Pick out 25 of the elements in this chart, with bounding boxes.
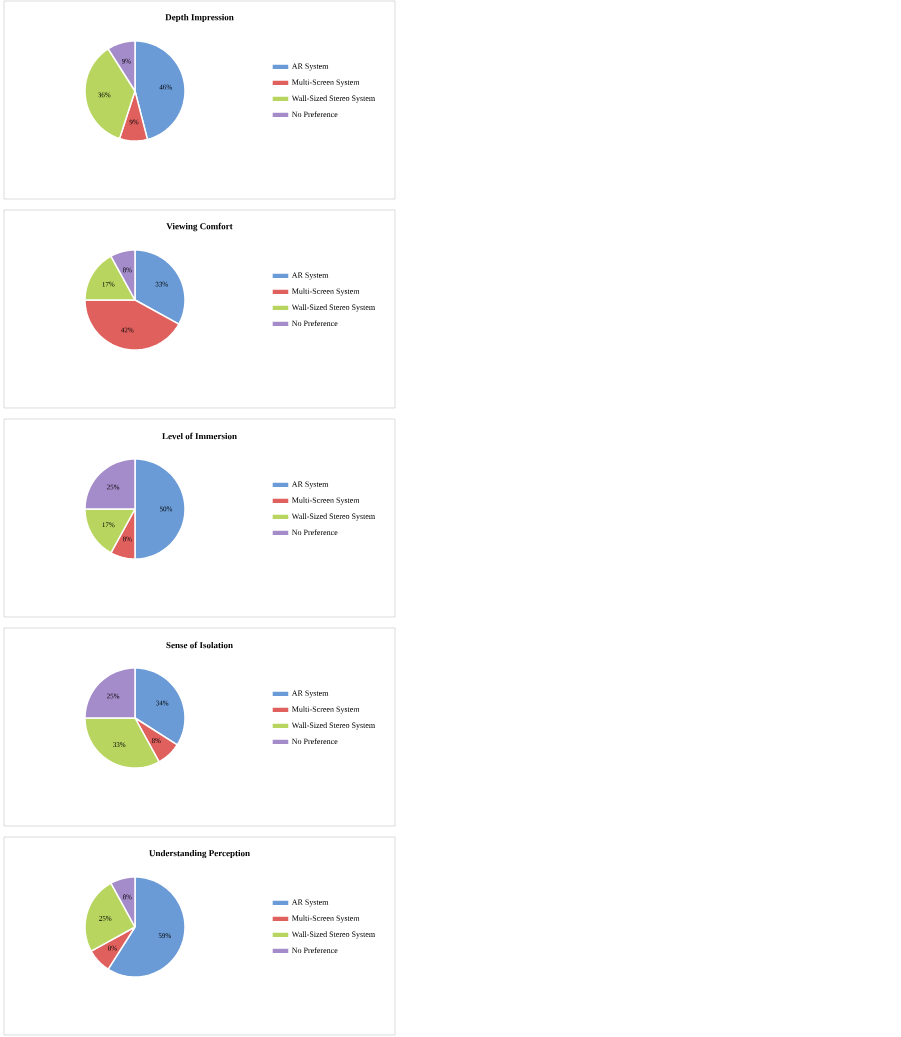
legend-label: Wall-Sized Stereo System (291, 722, 375, 730)
chart-title: Sense of Isolation (166, 641, 233, 649)
chart-title: Viewing Comfort (166, 222, 233, 232)
legend-label: Multi-Screen System (292, 915, 360, 923)
legend-label: AR System (291, 272, 329, 280)
chart-title: Understanding Perception (149, 849, 250, 859)
chart-title: Level of Immersion (162, 432, 237, 440)
legend-label: Multi-Screen System (292, 706, 360, 714)
legend-label: AR System (291, 899, 329, 907)
legend-label: No Preference (292, 738, 338, 745)
legend-label: Multi-Screen System (292, 288, 360, 296)
legend-label: AR System (291, 690, 329, 698)
legend-label: No Preference (292, 111, 338, 118)
chart-title: Depth Impression (165, 13, 234, 23)
legend-label: Wall-Sized Stereo System (291, 95, 375, 103)
legend-label: Multi-Screen System (292, 497, 360, 505)
legend-label: Multi-Screen System (292, 79, 360, 87)
legend-label: No Preference (292, 529, 338, 536)
legend-label: AR System (291, 481, 329, 489)
legend-label: No Preference (292, 947, 338, 954)
legend-label: Wall-Sized Stereo System (291, 513, 375, 521)
legend-label: Wall-Sized Stereo System (291, 304, 375, 312)
legend-label: No Preference (292, 320, 338, 327)
legend-label: Wall-Sized Stereo System (291, 931, 375, 939)
legend-label: AR System (291, 63, 329, 71)
